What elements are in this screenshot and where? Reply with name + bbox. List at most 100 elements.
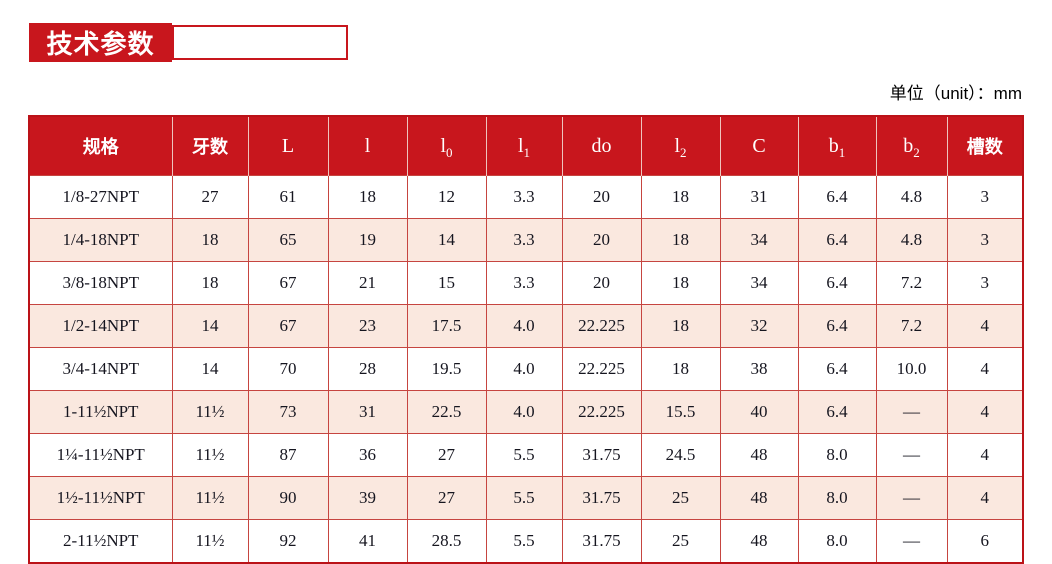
table-cell: 11½	[171, 390, 249, 434]
table-cell: 18	[640, 218, 721, 262]
table-cell: 1/2-14NPT	[28, 304, 173, 348]
table-row: 1½-11½NPT 11½ 90 39 27 5.5 31.75 25 48 8.0—4	[28, 476, 1024, 520]
table-cell: 6.4	[797, 347, 877, 391]
table-cell: 2-11½NPT	[28, 519, 173, 564]
table-cell: 6	[946, 519, 1024, 564]
col-header-b1: b1	[797, 116, 877, 176]
table-cell: 38	[719, 347, 799, 391]
page-title: 技术参数	[29, 23, 172, 62]
table-row: 1-11½NPT 11½ 73 31 22.5 4.0 22.225 15.5 40 6.4—4	[28, 390, 1024, 434]
table-cell: 34	[719, 218, 799, 262]
col-header-do: do	[561, 116, 642, 176]
table-cell: 27	[406, 433, 487, 477]
table-cell: 4.8	[875, 175, 948, 219]
table-cell: —	[875, 433, 948, 477]
table-cell: 4.0	[485, 304, 563, 348]
table-cell: 36	[327, 433, 408, 477]
table-cell: 48	[719, 433, 799, 477]
table-cell: 1/4-18NPT	[28, 218, 173, 262]
unit-label: 单位（unit）：mm	[889, 84, 1022, 103]
table-cell: 4	[946, 433, 1024, 477]
page-title-block: 技术参数	[29, 23, 348, 62]
col-header-L: L	[247, 116, 329, 176]
table-cell: —	[875, 476, 948, 520]
table-cell: 25	[640, 476, 721, 520]
table-cell: 67	[247, 261, 329, 305]
table-row: 3/8-18NPT 18 67 21 15 3.3 20 18 34 6.4 7.2 3	[28, 261, 1024, 305]
table-cell: 8.0	[797, 476, 877, 520]
table-cell: 67	[247, 304, 329, 348]
col-header-teeth: 牙数	[171, 116, 249, 176]
table-cell: 4	[946, 347, 1024, 391]
table-cell: 22.5	[406, 390, 487, 434]
table-cell: 3	[946, 218, 1024, 262]
table-cell: 31.75	[561, 476, 642, 520]
table-cell: 3/8-18NPT	[28, 261, 173, 305]
table-row: 1/2-14NPT 14 67 23 17.5 4.0 22.225 18 32 6.4 7.2 4	[28, 304, 1024, 348]
table-cell: 17.5	[406, 304, 487, 348]
table-cell: 4	[946, 304, 1024, 348]
table-cell: 40	[719, 390, 799, 434]
spec-table: 规格 牙数 L l l0 l1 do l2 C b1 b2 槽数 1/8-27N…	[28, 115, 1024, 564]
table-cell: 21	[327, 261, 408, 305]
table-cell: 5.5	[485, 476, 563, 520]
table-cell: 18	[640, 261, 721, 305]
table-cell: 6.4	[797, 218, 877, 262]
table-cell: 7.2	[875, 261, 948, 305]
table-cell: 15.5	[640, 390, 721, 434]
table-header-row: 规格 牙数 L l l0 l1 do l2 C b1 b2 槽数	[29, 116, 1023, 176]
table-cell: 15	[406, 261, 487, 305]
table-cell: 70	[247, 347, 329, 391]
col-header-l2: l2	[640, 116, 721, 176]
table-cell: 39	[327, 476, 408, 520]
table-cell: 22.225	[561, 390, 642, 434]
col-header-l0: l0	[406, 116, 487, 176]
table-cell: 11½	[171, 476, 249, 520]
table-cell: 1¼-11½NPT	[28, 433, 173, 477]
table-cell: 4	[946, 476, 1024, 520]
table-cell: 31.75	[561, 519, 642, 564]
table-row: 2-11½NPT 11½ 92 41 28.5 5.5 31.75 25 48 8.0—6	[28, 519, 1024, 564]
table-cell: 28.5	[406, 519, 487, 564]
table-cell: 34	[719, 261, 799, 305]
table-cell: 12	[406, 175, 487, 219]
table-cell: 65	[247, 218, 329, 262]
col-header-C: C	[719, 116, 799, 176]
table-cell: —	[875, 390, 948, 434]
table-cell: 3.3	[485, 218, 563, 262]
table-cell: 87	[247, 433, 329, 477]
table-cell: 5.5	[485, 519, 563, 564]
table-cell: 18	[640, 304, 721, 348]
table-cell: 28	[327, 347, 408, 391]
table-cell: 1-11½NPT	[28, 390, 173, 434]
table-cell: 22.225	[561, 304, 642, 348]
table-cell: 18	[171, 218, 249, 262]
table-cell: 5.5	[485, 433, 563, 477]
table-cell: 6.4	[797, 390, 877, 434]
table-cell: 27	[406, 476, 487, 520]
table-cell: —	[875, 519, 948, 564]
table-cell: 31	[327, 390, 408, 434]
table-cell: 3/4-14NPT	[28, 347, 173, 391]
table-cell: 7.2	[875, 304, 948, 348]
table-cell: 23	[327, 304, 408, 348]
table-row: 1¼-11½NPT 11½ 87 36 27 5.5 31.75 24.5 48 8.0—4	[28, 433, 1024, 477]
table-cell: 11½	[171, 519, 249, 564]
table-cell: 48	[719, 519, 799, 564]
table-cell: 14	[171, 304, 249, 348]
table-cell: 11½	[171, 433, 249, 477]
table-cell: 31.75	[561, 433, 642, 477]
table-cell: 18	[171, 261, 249, 305]
table-cell: 4.8	[875, 218, 948, 262]
table-cell: 92	[247, 519, 329, 564]
table-cell: 4	[946, 390, 1024, 434]
table-cell: 19	[327, 218, 408, 262]
table-cell: 3.3	[485, 261, 563, 305]
table-cell: 3	[946, 175, 1024, 219]
table-cell: 32	[719, 304, 799, 348]
table-cell: 18	[327, 175, 408, 219]
table-cell: 6.4	[797, 304, 877, 348]
table-cell: 6.4	[797, 175, 877, 219]
table-cell: 3.3	[485, 175, 563, 219]
table-cell: 22.225	[561, 347, 642, 391]
